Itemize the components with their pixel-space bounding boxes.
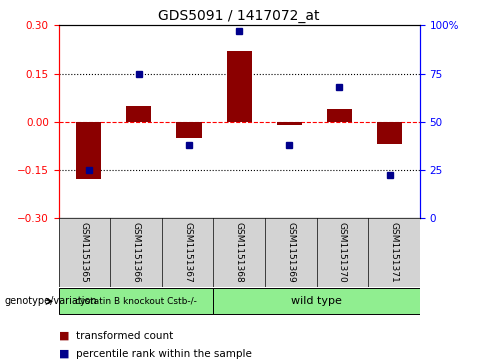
- Text: percentile rank within the sample: percentile rank within the sample: [76, 349, 251, 359]
- Text: GSM1151371: GSM1151371: [389, 222, 398, 283]
- Text: GSM1151370: GSM1151370: [338, 222, 347, 283]
- Bar: [213, 288, 420, 314]
- Title: GDS5091 / 1417072_at: GDS5091 / 1417072_at: [159, 9, 320, 23]
- Text: GSM1151365: GSM1151365: [80, 222, 89, 283]
- Bar: [126, 106, 151, 122]
- Text: GSM1151367: GSM1151367: [183, 222, 192, 283]
- Bar: [377, 122, 402, 144]
- Bar: [277, 122, 302, 125]
- Text: cystatin B knockout Cstb-/-: cystatin B knockout Cstb-/-: [75, 297, 197, 306]
- Text: GSM1151369: GSM1151369: [286, 222, 295, 283]
- Text: ■: ■: [59, 349, 69, 359]
- Text: genotype/variation: genotype/variation: [5, 296, 98, 306]
- Bar: [327, 109, 352, 122]
- Text: wild type: wild type: [291, 296, 342, 306]
- Bar: [59, 288, 213, 314]
- Text: transformed count: transformed count: [76, 331, 173, 341]
- Bar: [76, 122, 101, 179]
- Bar: [177, 122, 202, 138]
- Bar: [226, 51, 252, 122]
- Text: GSM1151368: GSM1151368: [235, 222, 244, 283]
- Text: ■: ■: [59, 331, 69, 341]
- Text: GSM1151366: GSM1151366: [131, 222, 141, 283]
